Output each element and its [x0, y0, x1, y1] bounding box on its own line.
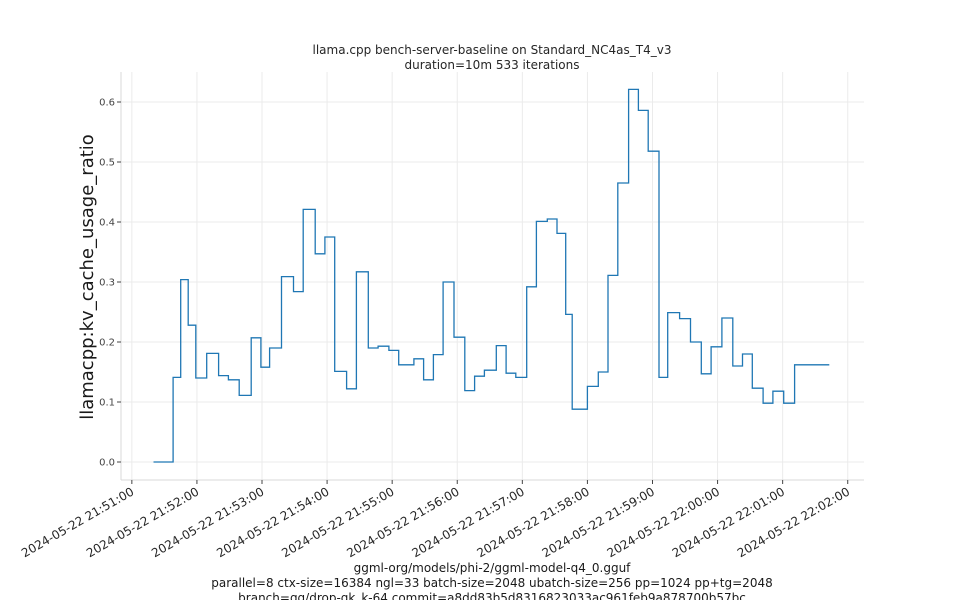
plot-frame [120, 72, 864, 481]
x-tick-label: 2024-05-22 21:52:00 [84, 484, 201, 560]
x-tick-label: 2024-05-22 21:54:00 [214, 484, 331, 560]
x-tick-label: 2024-05-22 21:51:00 [19, 484, 136, 560]
y-tick-label: 0.6 [99, 98, 115, 109]
x-tick-label: 2024-05-22 21:56:00 [344, 484, 461, 560]
y-axis-ticks: 0.0 0.1 0.2 0.3 0.4 0.5 0.6 [99, 98, 121, 469]
y-tick-label: 0.4 [99, 218, 115, 229]
chart-title: llama.cpp bench-server-baseline on Stand… [313, 43, 672, 57]
x-tick-label: 2024-05-22 21:55:00 [279, 484, 396, 560]
series-line-kv-cache-usage-ratio [153, 88, 830, 463]
x-tick-label: 2024-05-22 22:01:00 [670, 484, 787, 560]
x-tick-label: 2024-05-22 21:57:00 [409, 484, 526, 560]
y-tick-label: 0.2 [99, 338, 115, 349]
x-axis-label-line-3: branch=gg/drop-qk_k-64 commit=a8dd83b5d8… [238, 591, 746, 600]
chart-subtitle: duration=10m 533 iterations [405, 58, 580, 72]
x-axis-label-line-2: parallel=8 ctx-size=16384 ngl=33 batch-s… [211, 576, 772, 590]
x-tick-label: 2024-05-22 21:59:00 [540, 484, 657, 560]
x-tick-label: 2024-05-22 22:00:00 [605, 484, 722, 560]
x-tick-label: 2024-05-22 21:58:00 [475, 484, 592, 560]
y-tick-label: 0.5 [99, 158, 115, 169]
y-tick-label: 0.1 [99, 398, 115, 409]
x-tick-label: 2024-05-22 21:53:00 [149, 484, 266, 560]
grid-lines [121, 72, 864, 480]
x-axis-label-line-1: ggml-org/models/phi-2/ggml-model-q4_0.gg… [354, 561, 632, 575]
y-tick-label: 0.0 [99, 458, 115, 469]
y-axis-label: llamacpp:kv_cache_usage_ratio [77, 134, 98, 420]
y-tick-label: 0.3 [99, 278, 115, 289]
x-tick-label: 2024-05-22 22:02:00 [735, 484, 852, 560]
